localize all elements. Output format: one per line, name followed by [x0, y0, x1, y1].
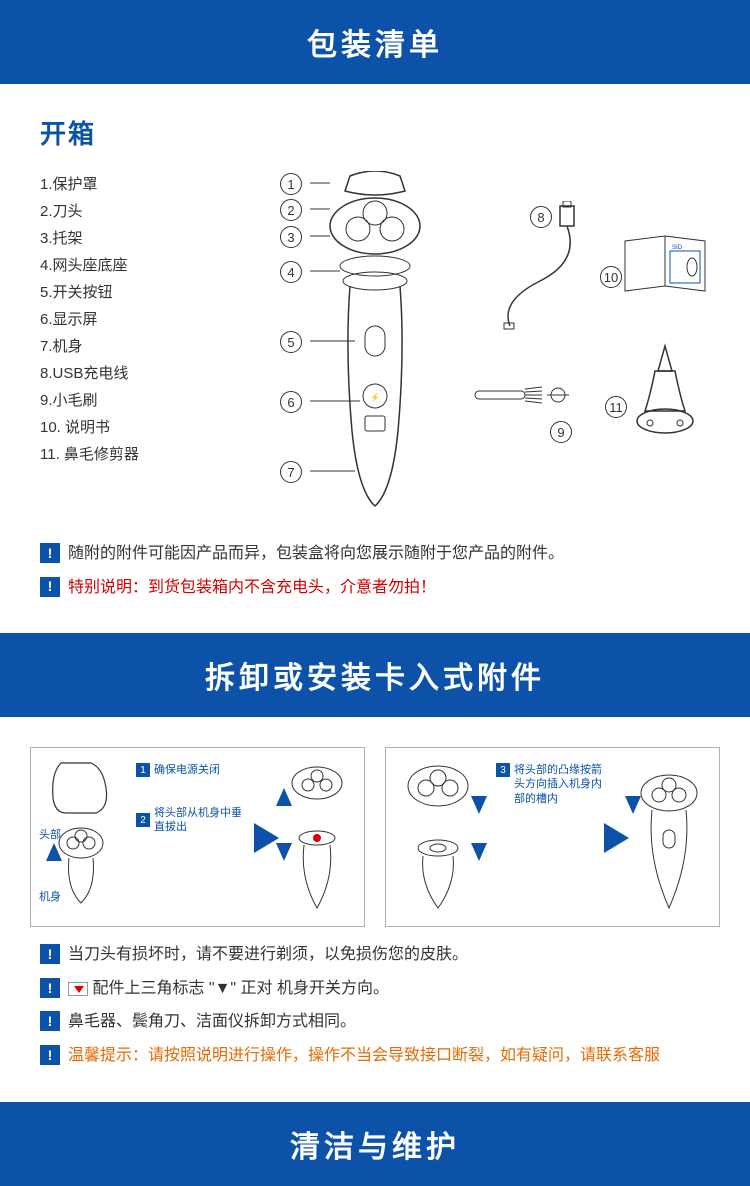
part-item: 7.机身: [40, 333, 190, 360]
alert-icon: !: [40, 944, 60, 964]
callout-7: 7: [280, 461, 302, 483]
part-item: 11. 鼻毛修剪器: [40, 441, 190, 468]
content-row: 1.保护罩 2.刀头 3.托架 4.网头座底座 5.开关按钮 6.显示屏 7.机…: [40, 171, 710, 521]
separated-shaver-icon: [282, 758, 352, 918]
arrow-down-icon: [471, 843, 487, 861]
panel-step-1: 1 确保电源关闭: [136, 763, 220, 777]
callout-11: 11: [605, 396, 627, 418]
alert-icon: !: [40, 1011, 60, 1031]
head-bottom-icon: [398, 758, 478, 918]
callout-2: 2: [280, 199, 302, 221]
callout-1: 1: [280, 173, 302, 195]
notes-block-2: ! 当刀头有损坏时，请不要进行剃须，以免损伤您的皮肤。 ! 配件上三角标志 "▼…: [0, 942, 750, 1101]
note-text: 随附的附件可能因产品而异，包装盒将向您展示随附于您产品的附件。: [68, 541, 564, 567]
svg-text:⚡: ⚡: [370, 392, 380, 402]
part-item: 8.USB充电线: [40, 360, 190, 387]
part-item: 1.保护罩: [40, 171, 190, 198]
arrow-down-icon: [276, 843, 292, 861]
callout-6: 6: [280, 391, 302, 413]
nose-trimmer-icon: [630, 341, 700, 441]
step-text: 将头部的凸缘按箭头方向插入机身内部的槽内: [514, 763, 604, 806]
panel-remove: 头部 机身 1 确保电源关闭 2 将头部从机身中垂直拔出: [30, 747, 365, 927]
assembled-shaver-icon: [632, 768, 707, 918]
callout-3: 3: [280, 226, 302, 248]
exploded-diagram: ⚡ 1 2 3 4 5 6 7: [210, 171, 710, 521]
step-text: 确保电源关闭: [154, 763, 220, 777]
arrow-down-icon: [625, 796, 641, 814]
callout-4: 4: [280, 261, 302, 283]
part-item: 9.小毛刷: [40, 387, 190, 414]
callout-10: 10: [600, 266, 622, 288]
banner-clean: 清洁与维护: [0, 1102, 750, 1186]
arrow-up-icon: [276, 788, 292, 806]
note-text: 温馨提示：请按照说明进行操作，操作不当会导致接口断裂，如有疑问，请联系客服: [68, 1043, 660, 1069]
note-text: 当刀头有损坏时，请不要进行剃须，以免损伤您的皮肤。: [68, 942, 468, 968]
label-body: 机身: [39, 888, 61, 904]
note-line: ! 随附的附件可能因产品而异，包装盒将向您展示随附于您产品的附件。: [40, 541, 710, 567]
alert-icon: !: [40, 577, 60, 597]
note-text: 鼻毛器、鬓角刀、洁面仪拆卸方式相同。: [68, 1009, 356, 1035]
callout-8: 8: [530, 206, 552, 228]
banner-install: 拆卸或安装卡入式附件: [0, 633, 750, 717]
part-item: 2.刀头: [40, 198, 190, 225]
part-item: 10. 说明书: [40, 414, 190, 441]
banner-packing: 包装清单: [0, 0, 750, 84]
notes-block-1: ! 随附的附件可能因产品而异，包装盒将向您展示随附于您产品的附件。 ! 特别说明…: [0, 541, 750, 633]
label-head: 头部: [39, 826, 61, 842]
arrow-up-icon: [46, 843, 62, 861]
arrow-right-icon: [604, 823, 629, 853]
shaver-illustration: ⚡: [310, 171, 440, 511]
alert-icon: !: [40, 1045, 60, 1065]
section-title: 开箱: [40, 114, 710, 151]
part-item: 6.显示屏: [40, 306, 190, 333]
brush-icon: [470, 381, 570, 421]
parts-list: 1.保护罩 2.刀头 3.托架 4.网头座底座 5.开关按钮 6.显示屏 7.机…: [40, 171, 190, 468]
part-item: 5.开关按钮: [40, 279, 190, 306]
note-line: ! 特别说明：到货包装箱内不含充电头，介意者勿拍！: [40, 575, 710, 601]
step-num: 3: [496, 763, 510, 777]
manual-icon: SID: [620, 231, 710, 301]
part-item: 4.网头座底座: [40, 252, 190, 279]
callout-5: 5: [280, 331, 302, 353]
install-panels: 头部 机身 1 确保电源关闭 2 将头部从机身中垂直拔出: [0, 717, 750, 942]
part-item: 3.托架: [40, 225, 190, 252]
note-line: ! 鼻毛器、鬓角刀、洁面仪拆卸方式相同。: [40, 1009, 710, 1035]
svg-text:SID: SID: [672, 245, 683, 251]
note-line: ! 温馨提示：请按照说明进行操作，操作不当会导致接口断裂，如有疑问，请联系客服: [40, 1043, 710, 1069]
note-text: 特别说明：到货包装箱内不含充电头，介意者勿拍！: [68, 575, 436, 601]
section-unboxing: 开箱 1.保护罩 2.刀头 3.托架 4.网头座底座 5.开关按钮 6.显示屏 …: [0, 84, 750, 541]
alert-icon: !: [40, 978, 60, 998]
note-inner: 配件上三角标志 "▼" 正对 机身开关方向。: [92, 980, 389, 997]
step-num: 2: [136, 813, 150, 827]
panel-install: 3 将头部的凸缘按箭头方向插入机身内部的槽内: [385, 747, 720, 927]
arrow-down-icon: [471, 796, 487, 814]
alert-icon: !: [40, 543, 60, 563]
panel-step-2: 2 将头部从机身中垂直拔出: [136, 806, 244, 835]
callout-9: 9: [550, 421, 572, 443]
panel-step-3: 3 将头部的凸缘按箭头方向插入机身内部的槽内: [496, 763, 604, 806]
note-line: ! 当刀头有损坏时，请不要进行剃须，以免损伤您的皮肤。: [40, 942, 710, 968]
step-text: 将头部从机身中垂直拔出: [154, 806, 244, 835]
step-num: 1: [136, 763, 150, 777]
